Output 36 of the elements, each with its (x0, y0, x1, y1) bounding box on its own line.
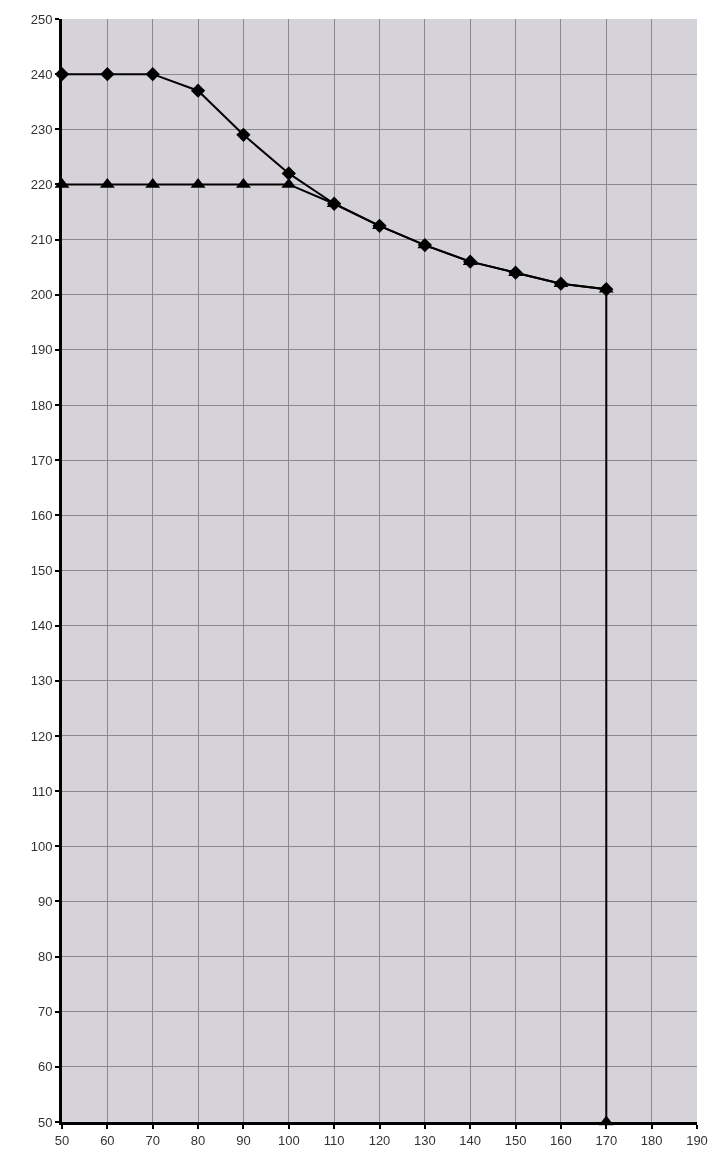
y-tick-label: 130 (30, 673, 53, 689)
x-tick-label: 170 (595, 1132, 618, 1148)
y-tick-label: 100 (30, 838, 53, 854)
y-tick-label: 170 (30, 452, 53, 468)
x-tick-label: 70 (145, 1132, 160, 1148)
x-tick-label: 140 (459, 1132, 482, 1148)
y-tick-label: 70 (37, 1004, 53, 1020)
x-tick-label: 130 (414, 1132, 436, 1148)
y-tick-label: 50 (37, 1114, 53, 1130)
x-tick-label: 80 (190, 1132, 206, 1148)
x-tick-label: 120 (368, 1132, 391, 1148)
y-tick-label: 230 (30, 121, 53, 137)
y-tick-label: 80 (37, 949, 53, 965)
x-tick-label: 150 (504, 1132, 527, 1148)
y-tick-label: 150 (30, 563, 53, 579)
y-tick-label: 210 (30, 232, 53, 248)
x-tick-label: 60 (100, 1132, 115, 1148)
y-tick-label: 200 (30, 287, 53, 303)
x-tick-label: 180 (640, 1132, 663, 1148)
y-tick-label: 250 (30, 11, 53, 27)
y-tick-label: 220 (30, 177, 53, 192)
x-tick-label: 190 (686, 1132, 708, 1148)
y-tick-label: 190 (30, 342, 53, 358)
y-tick-label: 110 (31, 783, 53, 799)
y-tick-label: 140 (30, 618, 53, 634)
x-tick-label: 110 (323, 1132, 345, 1148)
x-tick-label: 50 (54, 1132, 70, 1148)
y-tick-label: 180 (30, 397, 53, 413)
y-tick-label: 90 (37, 893, 53, 909)
y-tick-label: 160 (30, 507, 53, 523)
y-tick-label: 120 (30, 728, 53, 744)
x-tick-label: 100 (277, 1132, 300, 1148)
y-tick-label: 240 (30, 66, 53, 82)
x-tick-label: 90 (236, 1132, 251, 1148)
x-tick-label: 160 (550, 1132, 572, 1148)
y-tick-label: 60 (37, 1059, 53, 1075)
